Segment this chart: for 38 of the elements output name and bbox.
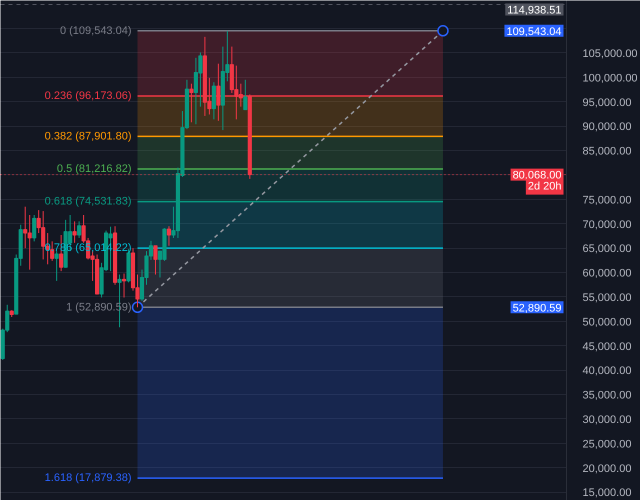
ref-line-label: 80,068.00 2d 20h — [512, 170, 562, 193]
y-tick-label: 70,000.00 — [582, 218, 632, 231]
y-tick-label: 15,000.00 — [582, 487, 632, 500]
ref-line-label: 0.236 (96,173.06) — [44, 90, 132, 102]
y-tick-label: 30,000.00 — [582, 414, 632, 426]
candlestick — [77, 220, 82, 238]
candlestick — [54, 250, 59, 282]
y-tick-label: 55,000.00 — [582, 292, 632, 304]
candlestick — [198, 52, 202, 108]
candlestick — [166, 226, 172, 246]
y-tick-label: 85,000.00 — [582, 146, 632, 158]
candlestick — [32, 214, 36, 242]
y-tick-label: 25,000.00 — [582, 438, 632, 450]
ref-line-label: 0.382 (87,901.80) — [44, 130, 132, 142]
candlestick — [72, 220, 77, 244]
y-tick-label: 105,000.00 — [582, 48, 638, 60]
y-tick-label: 65,000.00 — [582, 243, 632, 256]
y-tick-label: 45,000.00 — [582, 340, 632, 353]
ref-line-label: 0.5 (81,216.82) — [56, 163, 132, 176]
y-tick-label: 90,000.00 — [582, 121, 632, 134]
ref-line-label: 0 (109,543.04) — [60, 24, 132, 37]
y-tick-label: 60,000.00 — [582, 268, 632, 280]
annotation: 52,890.59 — [512, 302, 562, 314]
y-tick-label: 40,000.00 — [582, 365, 632, 378]
y-tick-label: 35,000.00 — [582, 390, 632, 402]
candlestick — [243, 79, 248, 110]
candlestick — [212, 82, 216, 120]
ref-line-label: 1.618 (17,879.38) — [44, 472, 132, 484]
y-tick-label: 75,000.00 — [582, 194, 632, 206]
ref-line-label: 114,938.51 — [507, 4, 562, 16]
y-tick-label: 95,000.00 — [582, 96, 632, 109]
y-tick-label: 20,000.00 — [582, 462, 632, 475]
ref-line-label: 0.618 (74,531.83) — [44, 196, 132, 208]
y-tick-label: 50,000.00 — [582, 316, 632, 328]
candlestick — [122, 273, 126, 298]
y-tick-label: 100,000.00 — [582, 72, 638, 84]
candlestick — [153, 245, 158, 276]
annotation: 109,543.04 — [506, 26, 562, 38]
